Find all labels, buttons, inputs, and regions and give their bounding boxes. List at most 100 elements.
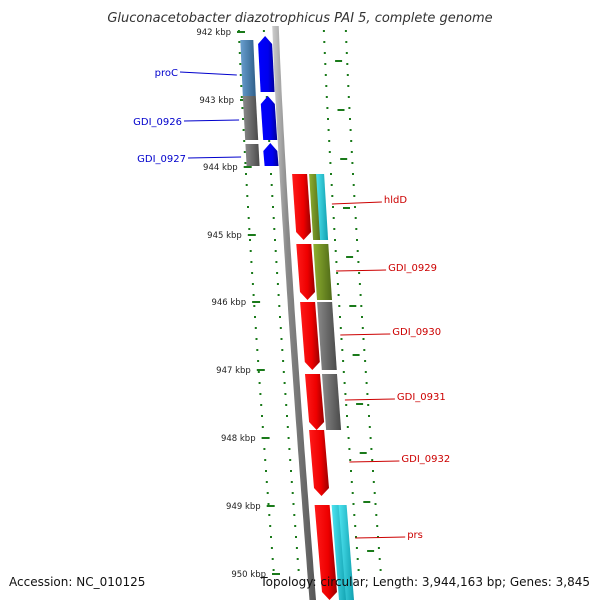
guide-dots-inner-left [261,426,264,428]
cog-strip [338,505,354,600]
gene-label-reverse: GDI_0931 [397,392,446,403]
right-track-dash [335,60,343,62]
leader-line [336,269,387,272]
guide-dots-inner-right [332,206,334,208]
cog-strip [317,302,337,370]
guide-dots-inner-left [242,118,244,120]
guide-dots-outer-right [368,426,371,428]
guide-dots-outer-left [273,228,276,230]
right-track-dash [343,207,350,209]
tick-mark [266,505,275,507]
reverse-gene-arrow [296,244,315,300]
guide-dots-inner-right [349,459,352,461]
leader-line [179,71,237,76]
guide-dots-inner-right [340,338,343,340]
tick-mark [252,301,261,303]
title-band [0,0,600,26]
guide-dots-inner-right [331,195,334,197]
cog-strip [245,144,260,166]
genome-backbone [271,0,316,600]
guide-dots-outer-left [286,426,289,428]
guide-dots-inner-right [327,118,329,120]
guide-dots-inner-right [333,228,336,230]
guide-dots-outer-left [296,558,299,560]
guide-dots-outer-right [361,327,364,329]
guide-dots-outer-right [374,503,377,505]
guide-dots-inner-left [261,415,263,417]
gene-label-reverse: GDI_0930 [392,327,441,338]
guide-dots-inner-right [353,514,356,516]
tick-label: 947 kbp [216,366,251,376]
guide-dots-inner-left [254,327,257,329]
guide-dots-outer-left [268,140,271,142]
guide-dots-outer-right [352,184,355,186]
guide-dots-outer-right [372,481,375,483]
guide-dots-outer-right [365,382,368,384]
guide-dots-outer-right [356,250,359,252]
guide-dots-inner-right [334,239,336,241]
cog-strip [331,505,347,600]
leader-line [349,460,400,463]
genome-summary-text: Topology: circular; Length: 3,944,163 bp… [259,575,590,589]
guide-dots-inner-right [341,349,344,351]
guide-dots-inner-right [352,503,355,505]
guide-dots-inner-right [356,558,359,560]
guide-dots-inner-right [322,30,325,32]
guide-dots-outer-left [290,481,293,483]
guide-dots-inner-right [328,151,331,153]
guide-dots-outer-right [376,525,379,527]
right-track-dash [352,354,360,356]
guide-dots-outer-right [351,162,354,164]
guide-dots-outer-right [377,547,380,549]
guide-dots-inner-left [238,41,241,43]
guide-dots-inner-left [256,349,259,351]
guide-dots-inner-left [251,283,254,285]
guide-dots-inner-right [326,107,329,109]
right-track-dash [367,550,375,552]
guide-dots-outer-right [366,393,369,395]
cog-strip [322,374,342,430]
guide-dots-inner-left [245,173,247,175]
right-track-dash [359,452,367,454]
guide-dots-inner-right [350,470,352,472]
guide-dots-inner-right [346,415,348,417]
gene-label-forward: proC [155,68,178,79]
guide-dots-inner-left [238,52,241,54]
guide-dots-inner-right [342,360,345,362]
leader-line [344,398,395,401]
guide-dots-outer-right [373,492,376,494]
guide-dots-outer-right [348,107,351,109]
guide-dots-outer-left [289,459,292,461]
guide-dots-inner-left [246,195,249,197]
guide-dots-outer-left [282,360,285,362]
guide-dots-outer-right [354,206,356,208]
guide-dots-inner-right [342,371,345,373]
cog-strip [240,40,256,96]
guide-dots-inner-left [245,184,248,186]
guide-dots-inner-left [242,129,245,131]
tick-label: 944 kbp [203,163,238,173]
guide-dots-inner-left [255,338,258,340]
guide-dots-inner-left [239,63,242,65]
guide-dots-outer-left [290,470,292,472]
guide-dots-outer-left [278,305,281,307]
guide-dots-outer-right [370,448,373,450]
guide-dots-outer-left [294,525,297,527]
guide-dots-inner-left [240,96,243,98]
guide-dots-inner-left [270,536,272,538]
guide-dots-inner-right [332,217,335,219]
guide-dots-outer-right [350,151,353,153]
guide-dots-inner-left [257,360,260,362]
guide-dots-outer-right [344,30,347,32]
leader-line [183,119,240,122]
guide-dots-outer-right [347,85,350,87]
guide-dots-outer-right [378,558,381,560]
guide-dots-outer-right [353,195,356,197]
guide-dots-inner-right [355,547,358,549]
guide-dots-outer-right [360,305,363,307]
guide-dots-inner-left [271,558,274,560]
guide-dots-outer-right [345,52,348,54]
forward-gene-arrow [263,143,279,166]
guide-dots-outer-right [346,74,349,76]
guide-dots-outer-right [357,261,360,263]
